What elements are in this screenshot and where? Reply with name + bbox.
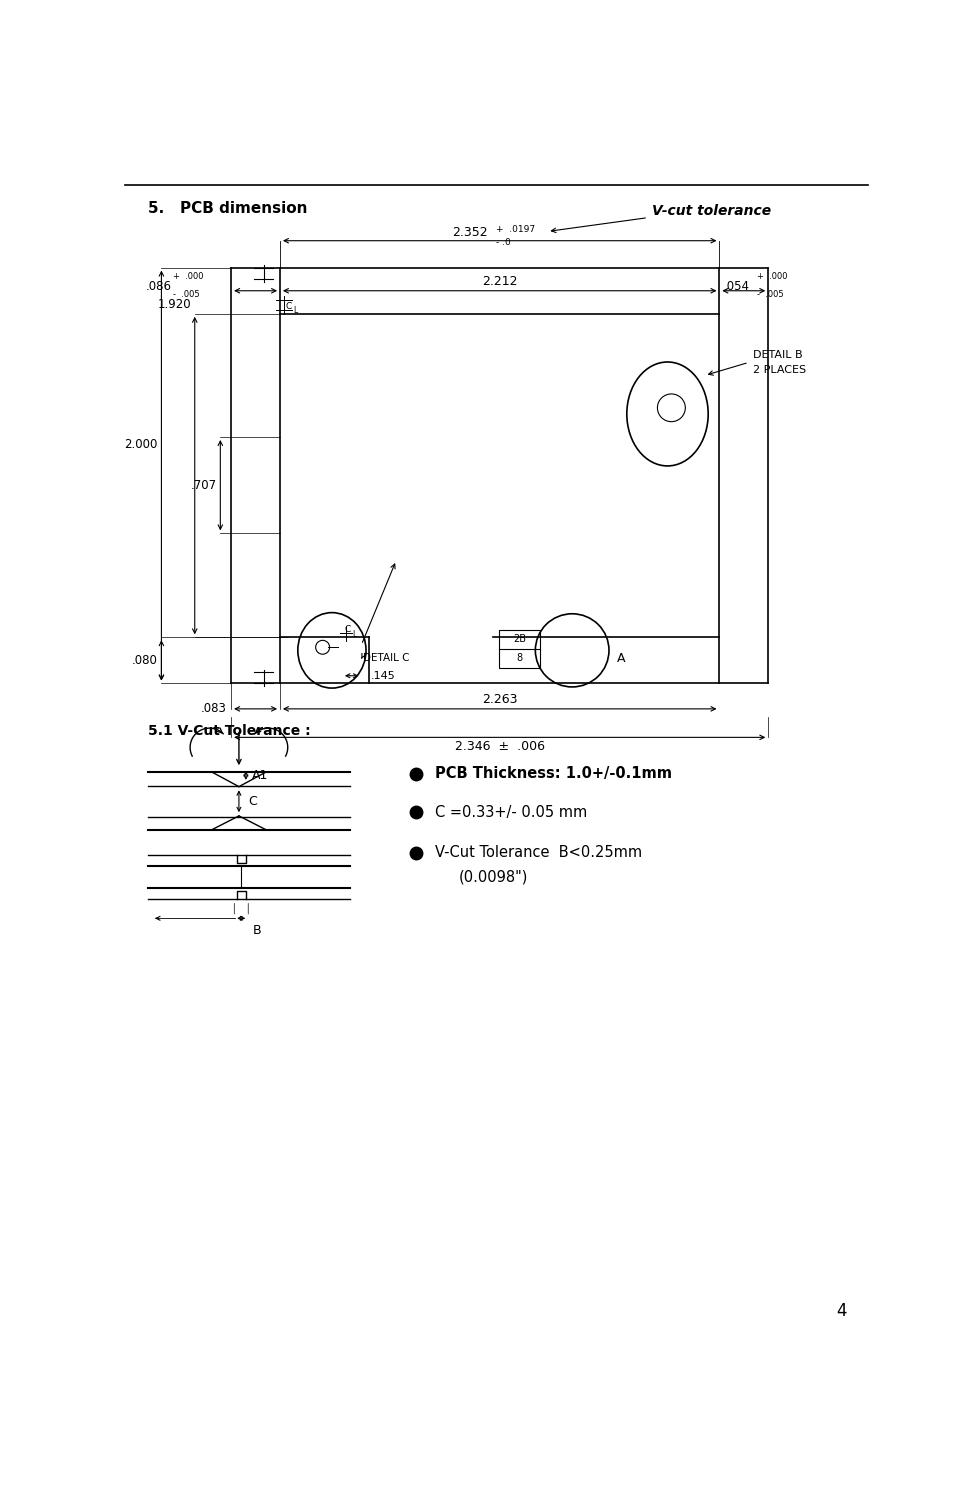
Text: DETAIL B: DETAIL B [753,349,802,360]
Text: 2B: 2B [513,634,526,645]
Text: 2.000: 2.000 [124,438,158,451]
Text: +  .0197: + .0197 [496,225,535,234]
Text: B: B [253,925,262,937]
Text: PCB Thickness: 1.0+/-0.1mm: PCB Thickness: 1.0+/-0.1mm [435,766,672,781]
Text: 5.1 V-Cut Tolerance :: 5.1 V-Cut Tolerance : [148,724,311,739]
Bar [499,630,540,669]
Text: L: L [294,306,297,315]
Text: V-cut tolerance: V-cut tolerance [652,204,771,219]
Text: .080: .080 [132,654,158,667]
Text: .054: .054 [724,280,750,294]
Text: 2 PLACES: 2 PLACES [753,366,806,375]
Text: .083: .083 [201,703,227,715]
Text: C: C [344,625,351,634]
Text: .707: .707 [191,478,217,492]
Text: +  .000: + .000 [757,273,787,282]
Text: 2.263: 2.263 [482,693,517,706]
Text: L: L [352,630,357,639]
Text: - .0: - .0 [496,238,511,247]
Text: .145: .145 [371,670,395,681]
Text: C: C [248,794,257,808]
Text: A: A [617,652,626,666]
Text: 5.   PCB dimension: 5. PCB dimension [148,201,308,216]
Text: V-Cut Tolerance  B<0.25mm: V-Cut Tolerance B<0.25mm [435,845,642,860]
Text: C =0.33+/- 0.05 mm: C =0.33+/- 0.05 mm [435,805,587,820]
Text: C: C [286,301,292,310]
Text: 1.920: 1.920 [158,298,192,310]
Text: 2.212: 2.212 [482,274,517,288]
Text: -  .005: - .005 [173,291,200,300]
Text: .086: .086 [145,280,172,294]
Text: 8: 8 [516,654,522,664]
Text: DETAIL C: DETAIL C [363,654,410,663]
Text: -  .005: - .005 [757,291,783,300]
Text: (0.0098"): (0.0098") [458,869,528,884]
Text: +  .000: + .000 [173,273,203,282]
Text: 2.352: 2.352 [453,226,488,240]
Text: 4: 4 [836,1303,847,1321]
Text: 2.346  ±  .006: 2.346 ± .006 [454,741,545,754]
Text: A1: A1 [252,769,268,782]
